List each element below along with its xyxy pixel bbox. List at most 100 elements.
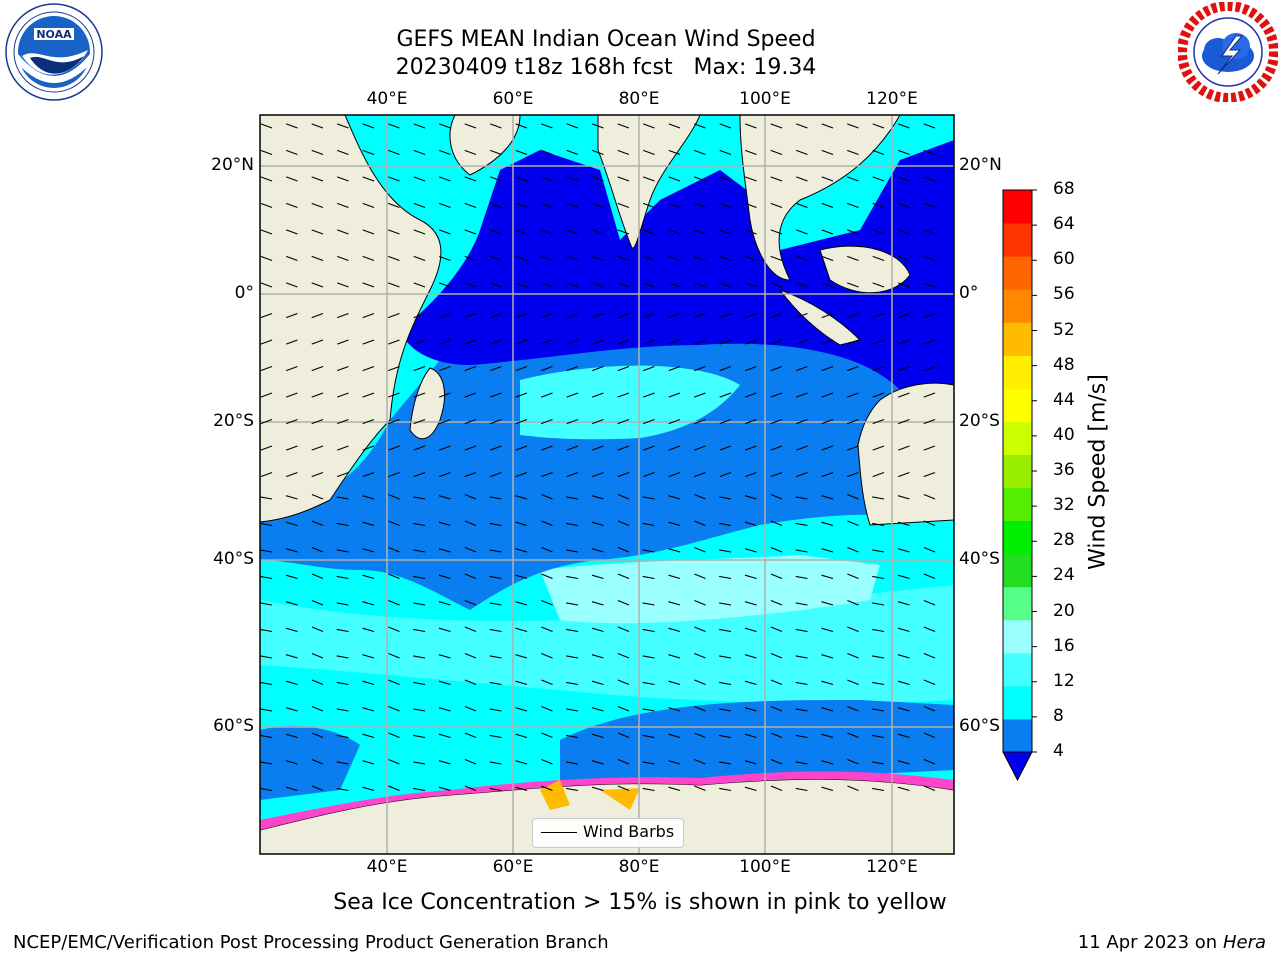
wind-barb [923,418,936,425]
wind-barb [770,202,783,209]
wind-barb [362,339,375,345]
wind-barb [413,655,426,659]
wind-barb [413,202,426,209]
wind-barb [388,705,400,712]
wind-barb [362,229,375,235]
wind-barb [336,708,349,712]
wind-barb [336,655,349,659]
wind-barb [898,123,910,129]
wind-barb [668,574,681,580]
sea-ice-note: Sea Ice Concentration > 15% is shown in … [333,890,947,915]
wind-barb [362,365,375,372]
wind-barb [668,392,681,398]
wind-barb [719,602,732,606]
wind-barb [617,418,630,425]
wind-barb [847,652,859,659]
wind-barb [438,654,451,659]
wind-barb [439,149,451,156]
wind-barb [413,339,426,345]
wind-barb [745,365,757,372]
wind-barb [515,392,528,398]
wind-barb [719,681,732,686]
colorbar-segment [1003,421,1032,455]
wind-barb [847,732,859,739]
wind-barb [668,601,681,606]
wind-barb [566,761,579,765]
wind-barb [260,522,273,527]
wind-barb [897,548,910,553]
wind-barb [285,495,298,500]
wind-barb [490,123,502,129]
wind-barb [413,708,426,712]
wind-barb [362,149,375,156]
wind-barb [311,471,324,478]
lon-tick-bottom: 100°E [739,857,791,877]
australia-land [857,382,954,526]
wind-barb [464,202,477,209]
wind-barb [541,339,553,345]
wind-barb [821,149,834,156]
wind-barb [362,707,375,712]
wind-barb [923,392,936,398]
graticule [260,115,954,854]
colorbar-segment [1003,289,1032,323]
wind-barb [336,522,349,527]
wind-barb [362,392,375,398]
wind-barb [643,149,655,156]
wind-barb [872,229,885,235]
wind-barb [464,445,477,451]
wind-barb [311,758,324,765]
wind-barb [796,123,808,129]
wind-barb [847,626,859,633]
wind-barb [464,652,477,659]
wind-barb [362,445,375,451]
wind-barb [566,575,579,580]
wind-barb [490,445,502,451]
wind-barb [260,149,273,156]
wind-barb [490,229,502,235]
wind-barb [617,758,630,765]
wind-barb [285,733,298,739]
wind-barb [285,574,298,580]
wind-barb [770,282,783,288]
wind-barb [592,282,604,288]
wind-barb [541,282,553,288]
wind-barb [795,575,808,580]
wind-barb [744,495,757,500]
wind-barb [617,202,630,209]
colorbar-tick-label: 8 [1053,705,1064,726]
wind-barb [847,312,859,319]
wind-barb [362,680,375,686]
wind-barb [770,176,783,182]
wind-barb [795,761,808,765]
wind-barb [642,655,655,659]
wind-barb [770,546,783,553]
wind-barb [821,418,834,425]
wind-barb [464,599,477,606]
wind-barb [311,282,324,288]
wind-barb [745,392,757,398]
colorbar-segment [1003,388,1032,422]
wind-barb [923,471,936,478]
wind-barb [847,785,859,792]
wind-barb [260,787,273,792]
wind-barb [592,255,604,262]
wind-barb [617,705,630,712]
lat-tick-left: 60°S [213,716,254,736]
wind-barb [388,365,400,372]
wind-barb [617,546,630,553]
wind-barb [388,392,400,398]
wind-barb [591,574,604,580]
lon-tick-bottom: 120°E [866,857,918,877]
wind-barb [923,312,936,319]
wind-barb [438,786,451,792]
wind-barb [286,392,298,398]
wind-barb [795,734,808,739]
wind-barb [719,392,732,398]
wind-barb [490,149,502,156]
wind-barb [439,229,451,235]
wind-barb [668,202,681,209]
wind-barb [643,365,655,372]
colorbar-tick-label: 12 [1053,670,1075,691]
wind-barb [897,574,910,580]
